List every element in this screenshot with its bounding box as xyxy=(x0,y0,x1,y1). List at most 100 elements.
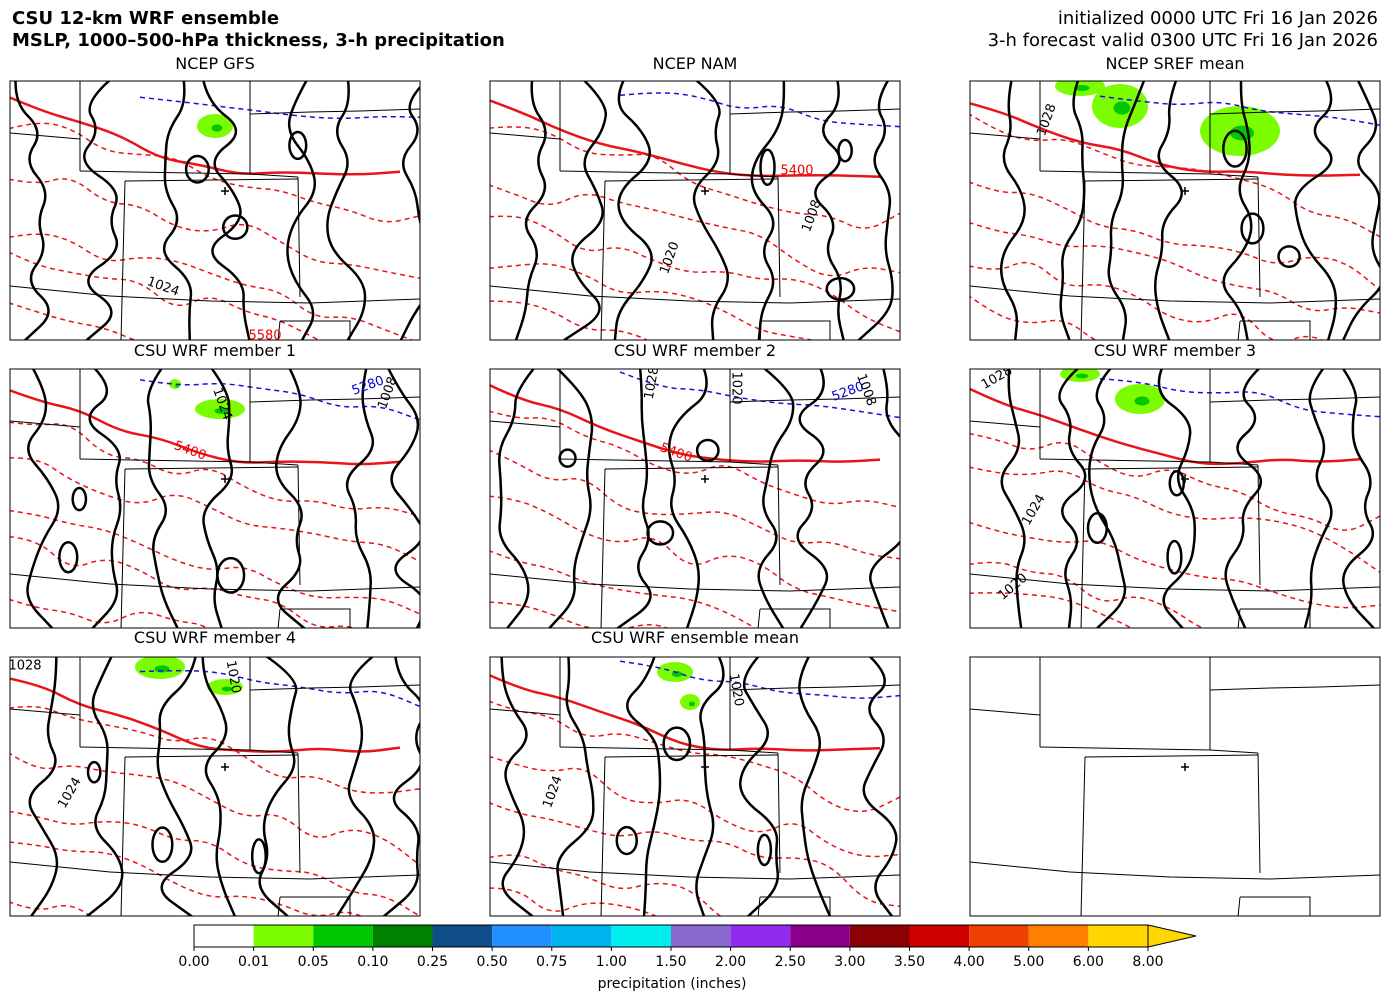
pressure-contour xyxy=(757,369,795,628)
pressure-contour xyxy=(667,369,708,628)
pressure-contour xyxy=(1222,129,1248,168)
state-border xyxy=(1237,896,1241,916)
colorbar-segment xyxy=(671,925,731,947)
pressure-contour xyxy=(1293,81,1338,340)
colorbar-tick-label: 0.00 xyxy=(178,954,209,970)
state-border xyxy=(10,573,420,592)
precip-area xyxy=(1076,373,1088,379)
state-border xyxy=(777,176,781,298)
colorbar-tick-label: 0.50 xyxy=(477,954,508,970)
contour-label: 1020 xyxy=(729,371,744,404)
state-border xyxy=(559,746,731,751)
pressure-contour xyxy=(547,369,594,628)
state-border xyxy=(1240,896,1311,916)
state-border xyxy=(120,756,126,916)
state-border xyxy=(10,708,81,716)
pressure-contour xyxy=(387,369,420,628)
colorbar-segment xyxy=(253,925,314,947)
state-border xyxy=(490,708,561,716)
pressure-contour xyxy=(869,369,900,628)
state-border xyxy=(1209,684,1380,691)
thickness-contour xyxy=(10,457,420,563)
panel-title: CSU WRF ensemble mean xyxy=(591,628,799,647)
map-panel xyxy=(970,657,1380,916)
contour-label: 5400 xyxy=(780,164,813,179)
colorbar-segment xyxy=(969,925,1029,947)
site-marker xyxy=(1181,187,1189,195)
pressure-contour xyxy=(71,486,88,512)
site-marker xyxy=(701,475,709,483)
pressure-contour xyxy=(1086,511,1108,545)
colorbar-tick-label: 2.50 xyxy=(775,954,806,970)
state-border xyxy=(1039,746,1211,751)
state-border xyxy=(1257,176,1261,298)
init-time: initialized 0000 UTC Fri 16 Jan 2026 xyxy=(1058,8,1378,29)
thickness-contour xyxy=(10,122,420,223)
thickness-contour xyxy=(970,221,1380,314)
pressure-contour xyxy=(86,760,102,784)
pressure-contour xyxy=(1341,369,1376,628)
state-border xyxy=(559,458,731,463)
pressure-contour xyxy=(201,657,237,916)
thickness-contour xyxy=(970,113,1380,238)
contour-label: 1024 xyxy=(55,775,85,811)
state-border xyxy=(1209,461,1259,466)
panel-title: CSU WRF member 2 xyxy=(614,341,776,360)
pressure-contour xyxy=(999,81,1026,340)
state-border xyxy=(280,320,351,340)
pressure-contour xyxy=(1088,369,1127,628)
pressure-contour xyxy=(258,657,298,916)
state-border xyxy=(970,708,1041,716)
pressure-contour xyxy=(556,657,595,916)
contour-label: 1020 xyxy=(223,659,244,694)
state-border xyxy=(490,861,900,880)
state-border xyxy=(1084,178,1259,182)
figure-subtitle: MSLP, 1000–500-hPa thickness, 3-h precip… xyxy=(12,30,505,51)
panel-frame xyxy=(9,80,421,341)
state-border xyxy=(1237,608,1241,628)
state-border xyxy=(970,132,1041,140)
site-marker xyxy=(221,763,229,771)
site-marker xyxy=(221,187,229,195)
colorbar-segment xyxy=(492,925,552,947)
colorbar-segment xyxy=(730,925,791,947)
pressure-contour xyxy=(497,369,536,628)
state-border xyxy=(280,608,351,628)
thickness-contour xyxy=(490,263,816,340)
pressure-contour xyxy=(837,138,853,163)
panel-frame xyxy=(489,656,901,917)
colorbar-segment xyxy=(1088,925,1148,947)
thickness-contour xyxy=(490,755,900,858)
state-border xyxy=(600,756,606,916)
thickness-contour xyxy=(10,810,420,916)
state-border xyxy=(729,396,900,403)
thickness-contour-cold xyxy=(619,92,900,128)
pressure-contour xyxy=(646,520,675,546)
state-border xyxy=(604,178,779,182)
thickness-contour xyxy=(970,521,1380,609)
state-border xyxy=(1209,173,1259,178)
thickness-contour xyxy=(10,178,420,280)
precip-area xyxy=(211,124,223,132)
colorbar-segment xyxy=(432,925,493,947)
state-border xyxy=(79,458,251,463)
contour-label: 1020 xyxy=(657,240,682,276)
colorbar-segment xyxy=(611,925,671,947)
pressure-contour xyxy=(146,369,179,628)
pressure-contour xyxy=(1240,212,1265,245)
colorbar-tick-label: 2.00 xyxy=(715,954,746,970)
state-border xyxy=(970,420,1041,428)
pressure-contour xyxy=(856,81,894,340)
thickness-contour xyxy=(10,901,92,916)
state-border xyxy=(1080,756,1086,916)
state-border xyxy=(729,108,900,115)
state-border xyxy=(970,861,1380,880)
contour-label: 5400 xyxy=(658,440,694,465)
pressure-contour xyxy=(162,81,193,340)
pressure-contour xyxy=(1107,81,1146,340)
colorbar-segment xyxy=(909,925,970,947)
figure-title: CSU 12-km WRF ensemble xyxy=(12,8,279,29)
